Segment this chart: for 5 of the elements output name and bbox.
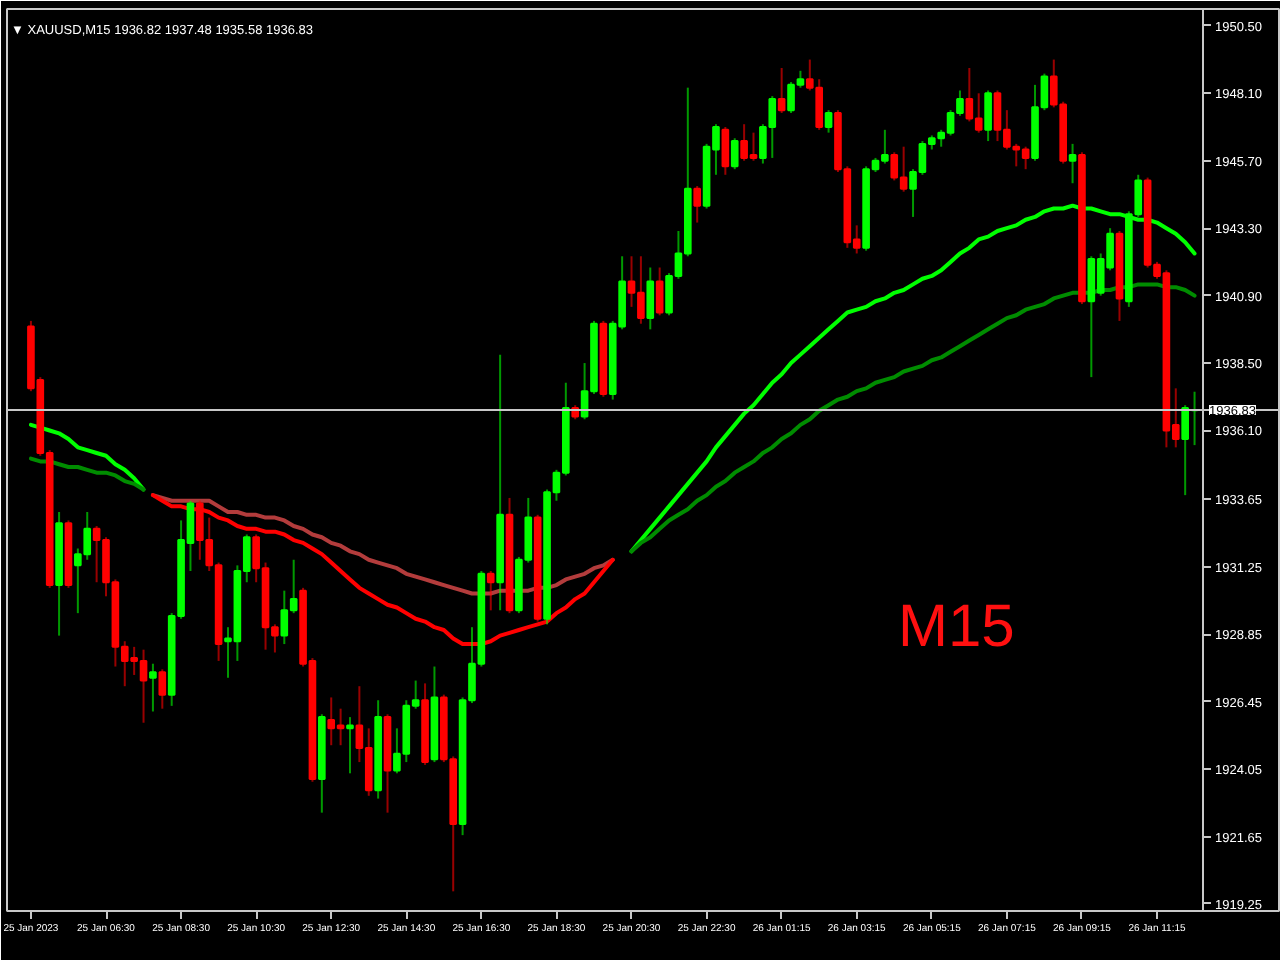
line-series <box>150 493 615 596</box>
line-series <box>28 422 146 492</box>
annotation: M15 <box>898 593 1015 660</box>
line-series <box>28 456 146 492</box>
line-series <box>150 493 615 647</box>
